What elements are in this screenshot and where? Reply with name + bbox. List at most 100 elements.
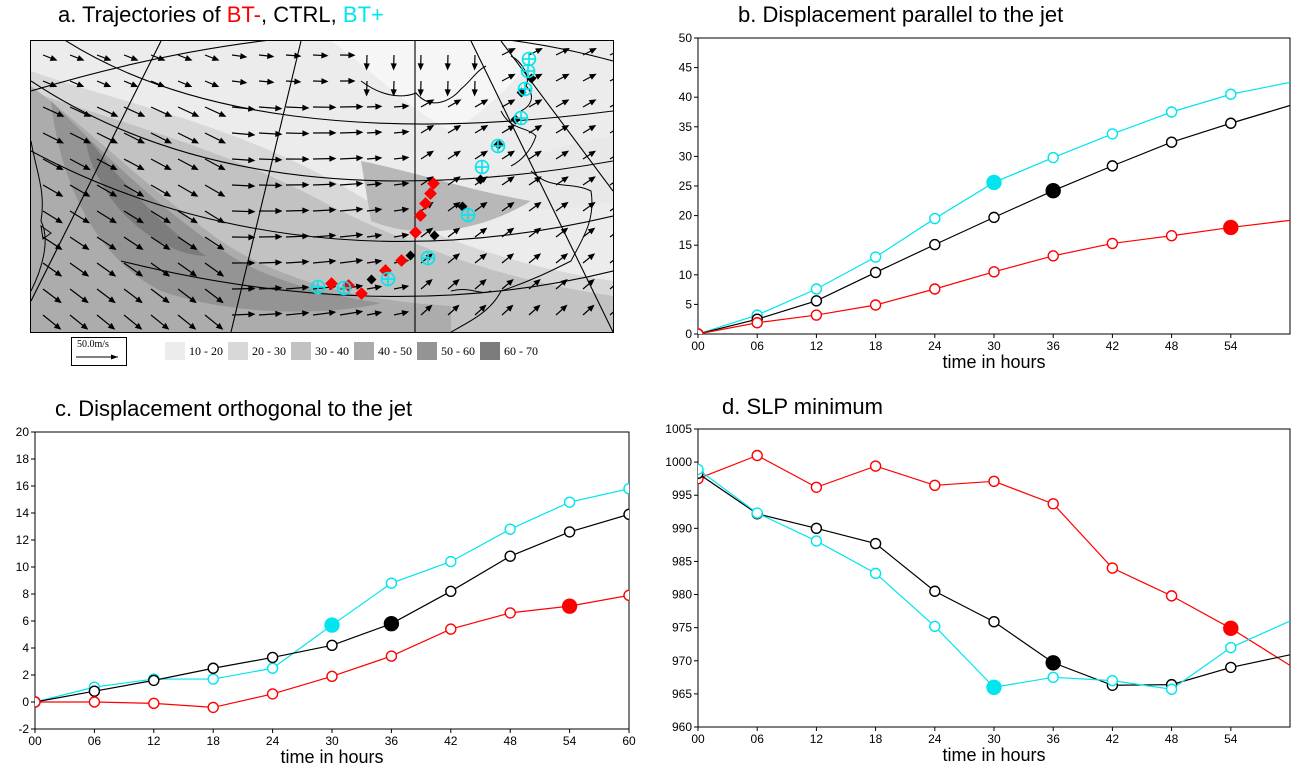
wind-arrow-head xyxy=(401,180,410,188)
legend-item: 20 - 30 xyxy=(228,342,286,360)
wind-arrow-head xyxy=(135,269,144,277)
series-point xyxy=(1047,151,1059,164)
wind-arrow-head xyxy=(189,296,197,304)
series-point xyxy=(810,295,823,307)
series-point-highlight xyxy=(561,598,578,614)
y-tick-label: 40 xyxy=(679,90,693,104)
wind-arrow-head xyxy=(275,259,283,266)
wind-arrow-head xyxy=(76,55,85,61)
bt-minus-label: BT- xyxy=(226,2,261,27)
bt-plus-trajectory xyxy=(310,51,537,296)
wind-arrow-head xyxy=(162,296,170,304)
wind-arrow-head xyxy=(506,201,515,209)
series-point-highlight xyxy=(324,617,340,633)
x-tick-label: 30 xyxy=(987,732,1001,746)
series-point xyxy=(810,283,823,295)
wind-arrow-head xyxy=(479,227,488,235)
wind-band-50-60 xyxy=(51,101,381,312)
wind-arrow-head xyxy=(374,258,383,265)
series-point xyxy=(810,309,823,321)
wind-arrow-head xyxy=(348,77,356,85)
x-tick-label: 18 xyxy=(869,339,883,353)
wind-arrow-head xyxy=(401,154,410,162)
x-tick-label: 48 xyxy=(504,734,518,748)
wind-arrow-head xyxy=(506,253,515,261)
panel-c-title: c. Displacement orthogonal to the jet xyxy=(55,396,413,421)
wind-arrow-head xyxy=(588,176,596,183)
series-group xyxy=(698,449,1290,695)
series-point xyxy=(148,674,160,687)
wind-arrow-head xyxy=(479,253,488,261)
wind-arrow-shaft xyxy=(609,130,613,134)
wind-arrow-head xyxy=(587,278,595,286)
wind-arrow-shaft xyxy=(609,285,613,290)
wind-arrow-head xyxy=(275,182,283,189)
wind-arrow-head xyxy=(355,283,364,290)
y-tick-label: 45 xyxy=(679,61,693,75)
wind-arrow-head xyxy=(453,99,462,106)
series-line xyxy=(698,472,1290,686)
wind-arrow-head xyxy=(479,304,487,312)
wind-arrow-head xyxy=(562,48,570,55)
series-point xyxy=(266,651,279,664)
wind-arrow-head xyxy=(329,206,337,214)
wind-arrow-head xyxy=(452,227,461,235)
wind-arrow-head xyxy=(267,52,275,60)
x-tick-label: 48 xyxy=(1165,732,1179,746)
legend-item: 40 - 50 xyxy=(354,342,412,360)
title-sep: , xyxy=(260,2,274,27)
y-tick-label: -2 xyxy=(18,722,29,736)
ctrl-label: CTRL xyxy=(273,2,331,27)
x-axis-label: time in hours xyxy=(942,745,1045,765)
series-point xyxy=(88,696,101,708)
series-point xyxy=(988,266,1000,278)
y-tick-label: 35 xyxy=(679,120,693,134)
y-tick-label: 4 xyxy=(22,641,29,655)
wind-band-10-20-b xyxy=(471,136,613,210)
wind-arrow-shaft xyxy=(609,156,613,160)
series-point-highlight xyxy=(986,174,1002,191)
series-point xyxy=(504,550,516,562)
series-point xyxy=(929,212,941,225)
wind-arrow-head xyxy=(560,201,569,209)
y-tick-label: 2 xyxy=(22,668,29,682)
wind-arrow-head xyxy=(480,99,489,106)
y-tick-label: 30 xyxy=(679,149,693,163)
x-tick-label: 06 xyxy=(88,734,102,748)
wind-arrow-head xyxy=(321,52,329,59)
wind-arrow-head xyxy=(374,232,383,239)
wind-arrow-head xyxy=(390,63,397,71)
wind-arrow-head xyxy=(535,48,543,55)
series-point xyxy=(1225,641,1237,654)
wind-arrow-head xyxy=(267,78,275,85)
x-tick-label: 36 xyxy=(385,734,399,748)
y-tick-label: 10 xyxy=(16,560,30,574)
series-point xyxy=(207,673,219,685)
wind-scale-label: 50.0m/s xyxy=(77,339,109,350)
series-point xyxy=(988,616,1000,628)
wind-arrow-head xyxy=(588,150,597,158)
series-point xyxy=(751,449,763,462)
wind-arrow-head xyxy=(533,201,542,209)
series-point-highlight xyxy=(1223,620,1239,637)
x-tick-label: 12 xyxy=(810,732,824,746)
wind-arrow-head xyxy=(480,124,489,132)
wind-arrow-head xyxy=(248,234,256,241)
wind-arrow-head xyxy=(507,73,516,80)
wind-arrow-head xyxy=(533,253,542,261)
wind-arrow-head xyxy=(275,105,283,112)
wind-arrow-head xyxy=(533,304,541,312)
wind-arrow-head xyxy=(426,99,435,106)
wind-arrow-head xyxy=(134,322,143,330)
y-tick-label: 990 xyxy=(672,521,692,535)
wind-arrow-head xyxy=(137,110,146,117)
panel-d-title: d. SLP minimum xyxy=(722,394,883,419)
wind-arrow-head xyxy=(471,89,478,97)
x-tick-label: 24 xyxy=(266,734,280,748)
wind-arrow-head xyxy=(80,322,89,330)
series-point xyxy=(988,211,1000,224)
series-point xyxy=(929,283,941,295)
series-point xyxy=(207,701,219,714)
wind-arrow-head xyxy=(302,233,310,240)
map-svg xyxy=(31,41,613,332)
